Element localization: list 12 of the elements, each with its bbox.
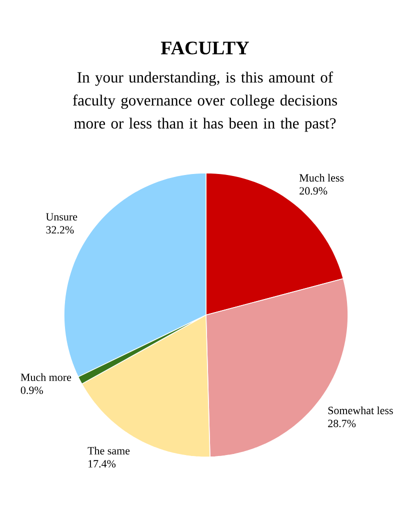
data-label: 0.9%: [20, 386, 43, 394]
data-label: 20.9%: [300, 187, 328, 195]
chart-subtitle: In your understanding, is this amount of faculty governance over college decisions more or less than it has been in the past?: [72, 72, 338, 132]
data-label: 28.7%: [328, 420, 356, 428]
data-label: 17.4%: [88, 460, 116, 468]
slice-label: Somewhat less: [328, 406, 393, 414]
slice-label: Much less: [299, 174, 344, 182]
chart-title: FACULTY: [160, 42, 249, 54]
slice-label: Much more: [20, 373, 72, 382]
slice-label: Unsure: [46, 213, 78, 221]
data-label: 32.2%: [46, 226, 74, 234]
slice-label: The same: [88, 446, 130, 454]
